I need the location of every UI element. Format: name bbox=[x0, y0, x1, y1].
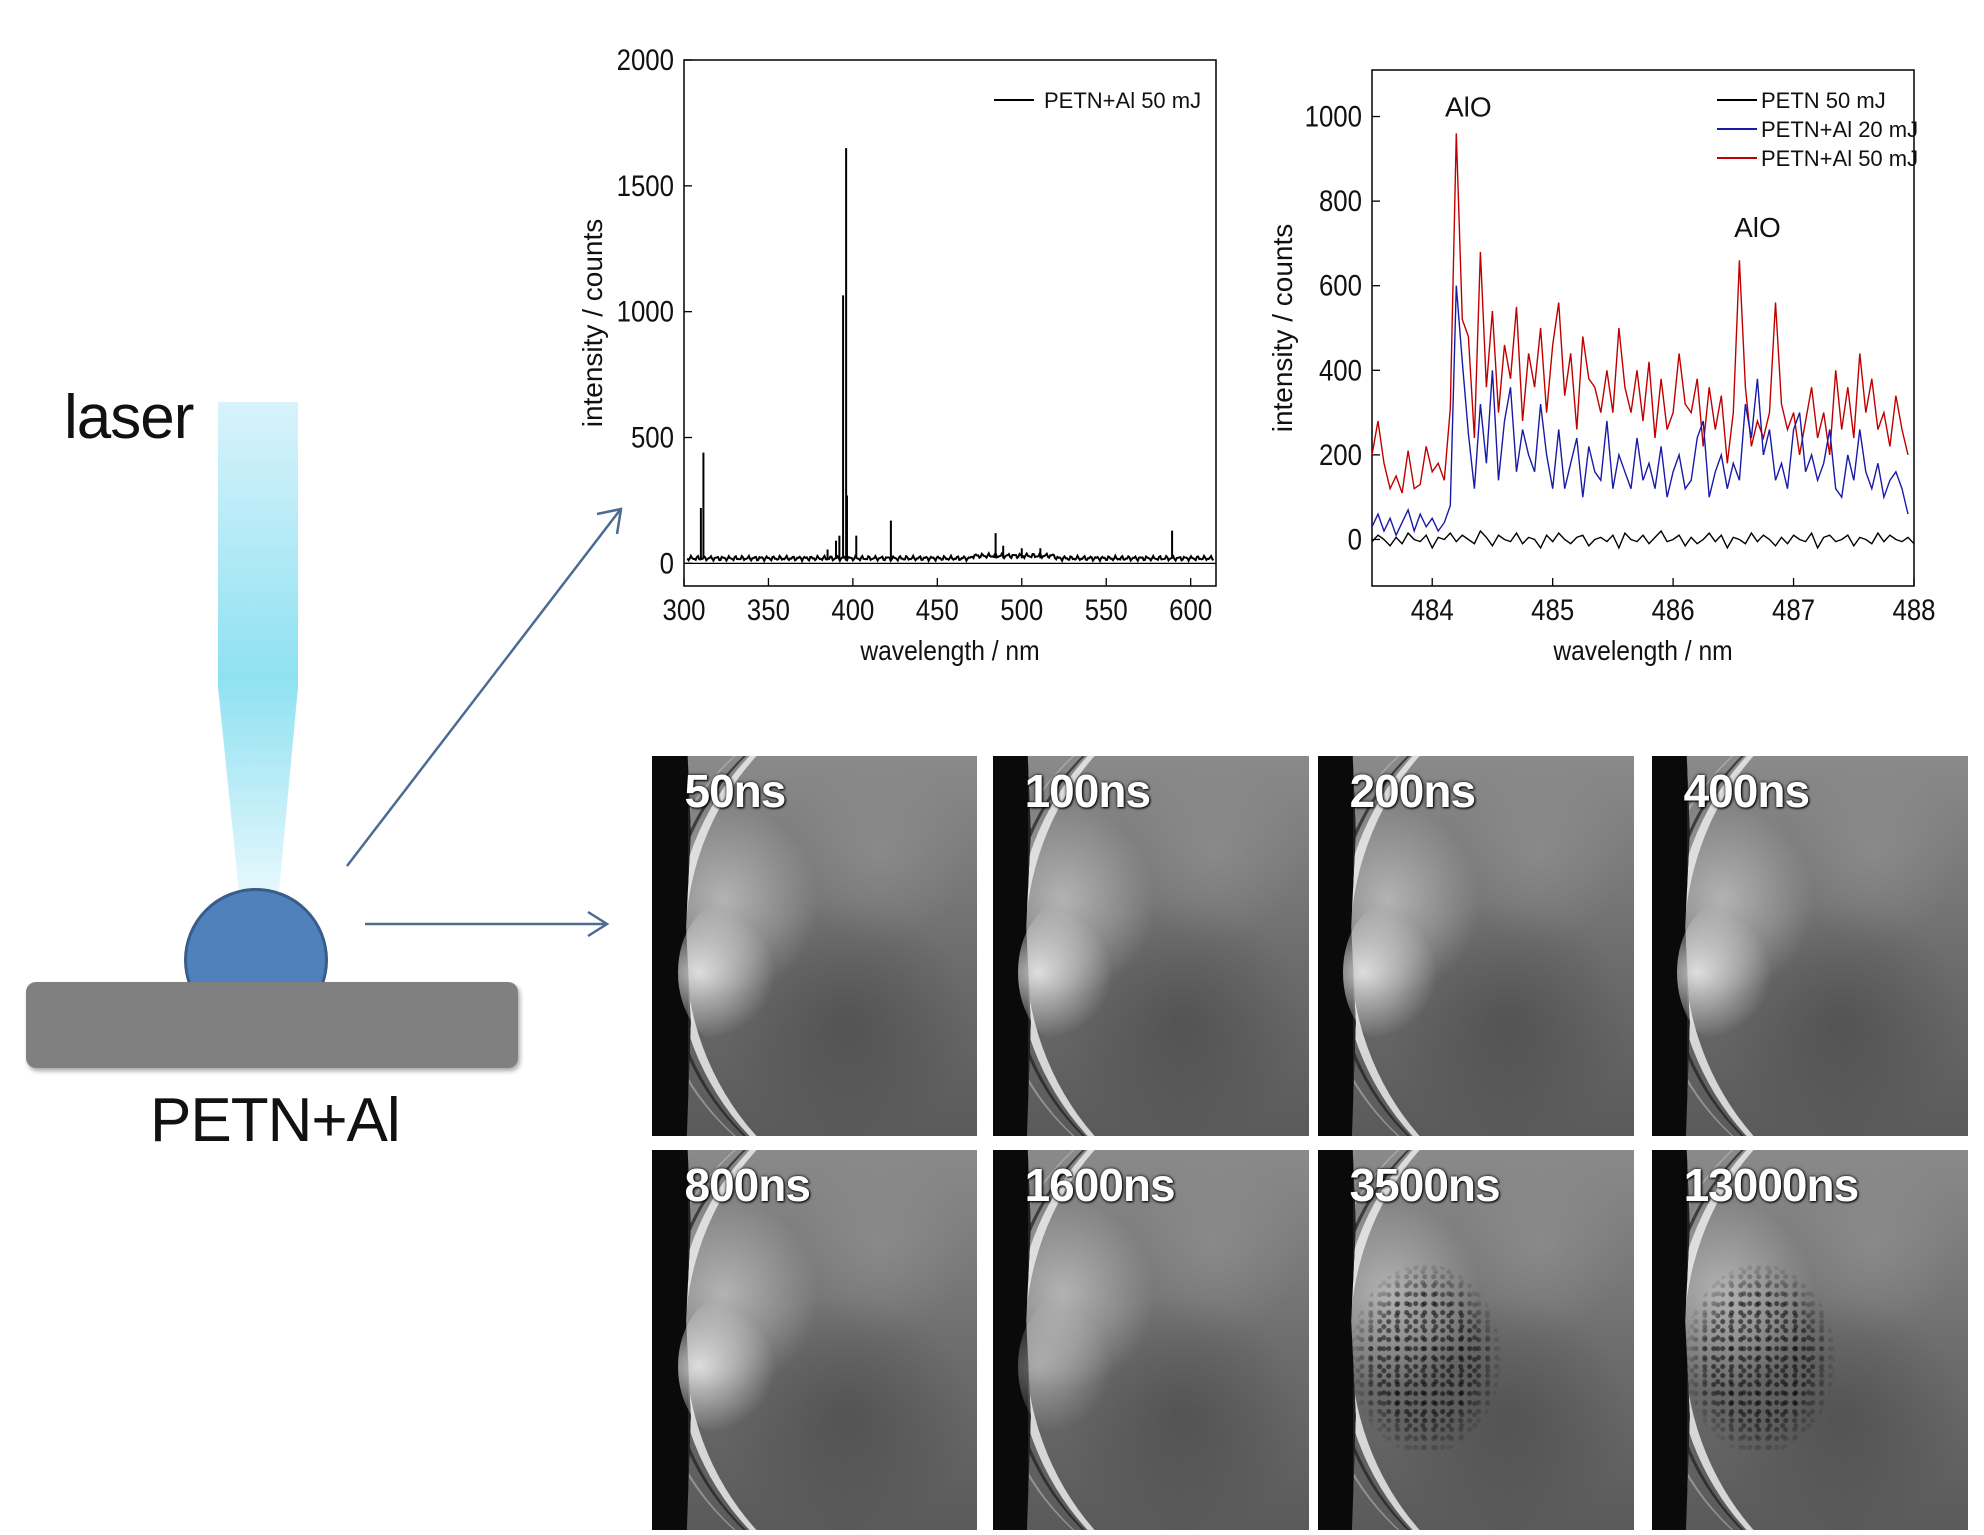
frame-time-label: 800ns bbox=[684, 1158, 811, 1211]
x-tick-label: 485 bbox=[1531, 593, 1574, 626]
x-axis-label: wavelength / nm bbox=[1552, 635, 1732, 667]
y-tick-label: 600 bbox=[1319, 269, 1362, 302]
frame-time-label: 100ns bbox=[1024, 764, 1151, 817]
x-tick-label: 450 bbox=[916, 593, 959, 626]
iccd-frame: 3500ns bbox=[1318, 1150, 1634, 1530]
legend-label: PETN+Al 20 mJ bbox=[1761, 117, 1918, 142]
laser-label: laser bbox=[64, 383, 194, 452]
legend-label: PETN+Al 50 mJ bbox=[1044, 88, 1201, 113]
series-line bbox=[1371, 285, 1909, 538]
y-tick-label: 0 bbox=[660, 547, 674, 580]
y-axis-label: intensity / counts bbox=[1267, 224, 1298, 433]
arrow-head-images bbox=[587, 910, 610, 938]
series-line bbox=[1371, 133, 1909, 494]
y-tick-label: 1500 bbox=[617, 169, 674, 202]
frame-time-label: 50ns bbox=[684, 764, 787, 817]
x-tick-label: 484 bbox=[1411, 593, 1454, 626]
frame-time-label: 3500ns bbox=[1349, 1158, 1501, 1211]
substrate bbox=[26, 982, 518, 1068]
iccd-frame: 800ns bbox=[652, 1150, 977, 1530]
series-line bbox=[1371, 529, 1915, 550]
x-tick-label: 350 bbox=[747, 593, 790, 626]
y-tick-label: 500 bbox=[631, 421, 674, 454]
plot-frame bbox=[683, 59, 1217, 587]
y-tick-label: 800 bbox=[1319, 184, 1362, 217]
frame-time-label: 13000ns bbox=[1683, 1158, 1860, 1211]
legend-label: PETN 50 mJ bbox=[1761, 88, 1886, 113]
peak-annotation: AlO bbox=[1445, 92, 1492, 123]
laser-beam bbox=[218, 402, 298, 902]
frame-time-label: 200ns bbox=[1349, 764, 1476, 817]
x-tick-label: 550 bbox=[1085, 593, 1128, 626]
frame-time-label: 400ns bbox=[1683, 764, 1810, 817]
x-tick-label: 486 bbox=[1652, 593, 1695, 626]
iccd-frame: 50ns bbox=[652, 756, 977, 1136]
plot-frame bbox=[1371, 69, 1915, 587]
chart-alo-spectrum: 484 485 486 487 488 0 200 400 600 800 1000 waveleng… bbox=[1267, 69, 1936, 667]
chart-full-spectrum: 300 350 400 450 500 550 600 0 500 1000 1500 2000 wav… bbox=[577, 43, 1217, 667]
y-tick-label: 0 bbox=[1348, 523, 1362, 556]
y-tick-label: 400 bbox=[1319, 353, 1362, 386]
x-tick-label: 488 bbox=[1892, 593, 1935, 626]
iccd-frame: 100ns bbox=[993, 756, 1309, 1136]
sample-label: PETN+Al bbox=[150, 1086, 401, 1155]
peak-annotation: AlO bbox=[1734, 212, 1781, 243]
x-tick-label: 600 bbox=[1169, 593, 1212, 626]
iccd-frame: 200ns bbox=[1318, 756, 1634, 1136]
y-tick-label: 1000 bbox=[1305, 100, 1362, 133]
x-axis-label: wavelength / nm bbox=[859, 635, 1039, 667]
x-tick-label: 487 bbox=[1772, 593, 1815, 626]
x-tick-label: 500 bbox=[1000, 593, 1043, 626]
baseline-trace bbox=[686, 551, 1215, 564]
frame-time-label: 1600ns bbox=[1024, 1158, 1176, 1211]
iccd-frame: 13000ns bbox=[1652, 1150, 1968, 1530]
y-axis-label: intensity / counts bbox=[577, 219, 608, 428]
legend-label: PETN+Al 50 mJ bbox=[1761, 146, 1918, 171]
y-tick-label: 2000 bbox=[617, 43, 674, 76]
y-tick-label: 200 bbox=[1319, 438, 1362, 471]
x-tick-label: 400 bbox=[831, 593, 874, 626]
iccd-frame: 1600ns bbox=[993, 1150, 1309, 1530]
y-tick-label: 1000 bbox=[617, 295, 674, 328]
iccd-frame: 400ns bbox=[1652, 756, 1968, 1136]
x-tick-label: 300 bbox=[662, 593, 705, 626]
